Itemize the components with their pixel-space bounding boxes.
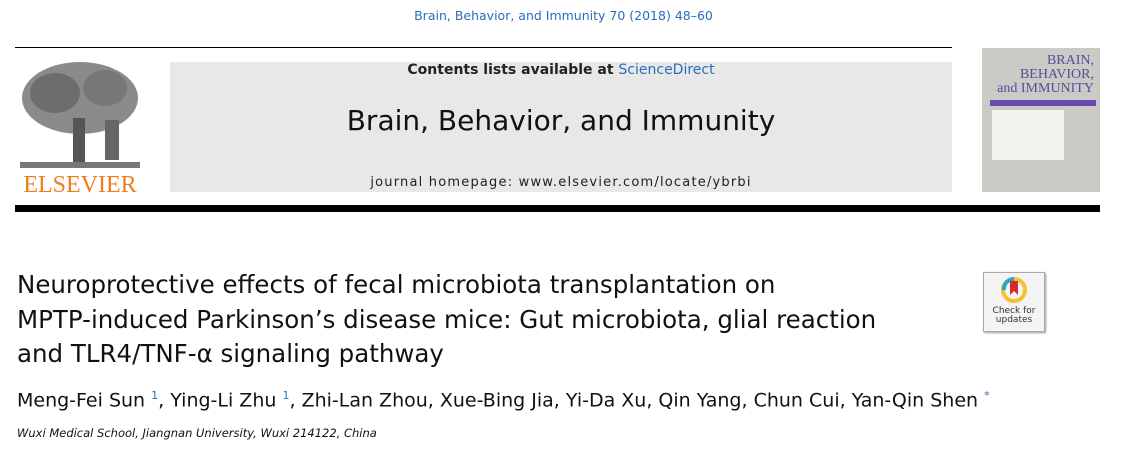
affiliation: Wuxi Medical School, Jiangnan University… [17, 426, 377, 440]
author-footnote-mark[interactable]: 1 [151, 389, 159, 402]
elsevier-logo[interactable] [15, 58, 145, 196]
cover-title-line: and IMMUNITY [997, 81, 1094, 96]
badge-label: Check for updates [984, 307, 1044, 325]
contents-line: Contents lists available at ScienceDirec… [170, 62, 952, 78]
journal-cover[interactable]: BRAIN, BEHAVIOR, and IMMUNITY [982, 48, 1100, 192]
author-footnote-mark[interactable]: * [984, 389, 990, 402]
journal-title: Brain, Behavior, and Immunity [346, 104, 776, 137]
title-line: MPTP-induced Parkinson’s disease mice: G… [17, 304, 877, 334]
cover-title: BRAIN, BEHAVIOR, and IMMUNITY [997, 54, 1094, 96]
cover-figure [992, 110, 1064, 160]
contents-prefix: Contents lists available at [407, 62, 619, 78]
cover-title-line: BRAIN, [1046, 53, 1094, 68]
bookmark-icon [1001, 277, 1027, 303]
title-line: Neuroprotective effects of fecal microbi… [17, 270, 776, 299]
badge-line: updates [995, 315, 1033, 325]
elsevier-wordmark: ELSEVIER [23, 172, 137, 198]
journal-citation[interactable]: Brain, Behavior, and Immunity 70 (2018) … [414, 8, 713, 23]
author-name[interactable]: Xue-Bing Jia [439, 389, 554, 412]
author-name[interactable]: Meng-Fei Sun [17, 389, 146, 412]
author-name[interactable]: Chun Cui [753, 389, 840, 412]
divider [15, 47, 952, 48]
author-name[interactable]: Zhi-Lan Zhou [301, 389, 428, 412]
header-rule [15, 205, 1100, 212]
sciencedirect-link[interactable]: ScienceDirect [618, 62, 715, 78]
article-title: Neuroprotective effects of fecal microbi… [17, 268, 957, 372]
author-name[interactable]: Ying-Li Zhu [170, 389, 277, 412]
check-for-updates-button[interactable]: Check for updates [983, 272, 1045, 332]
cover-title-line: BEHAVIOR, [1019, 67, 1094, 82]
journal-homepage-link[interactable]: journal homepage: www.elsevier.com/locat… [370, 175, 752, 190]
author-name[interactable]: Yan-Qin Shen [851, 389, 979, 412]
cover-band [990, 100, 1096, 106]
author-footnote-mark[interactable]: 1 [282, 389, 290, 402]
author-list: Meng-Fei Sun 1, Ying-Li Zhu 1, Zhi-Lan Z… [17, 389, 990, 412]
author-name[interactable]: Qin Yang [658, 389, 742, 412]
journal-header: Contents lists available at ScienceDirec… [170, 62, 952, 192]
badge-line: Check for [992, 306, 1036, 316]
author-name[interactable]: Yi-Da Xu [565, 389, 647, 412]
tree-icon [15, 58, 145, 170]
title-line: and TLR4/TNF-α signaling pathway [17, 339, 444, 368]
